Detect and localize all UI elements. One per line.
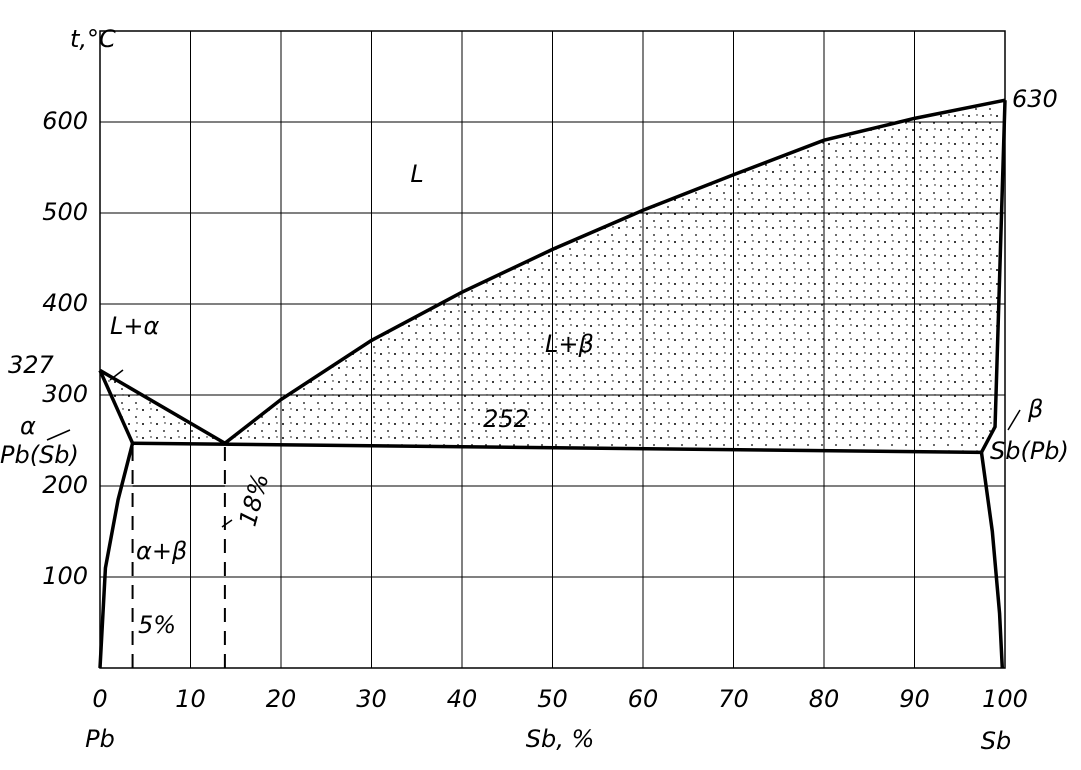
x-tick-label: 0 xyxy=(92,685,107,713)
x-tick-label: 20 xyxy=(266,685,297,713)
phase-line xyxy=(223,98,1006,445)
annotation: Pb xyxy=(85,725,115,753)
y-tick-label: 100 xyxy=(42,562,88,590)
x-tick-label: 70 xyxy=(718,685,749,713)
phase-line xyxy=(98,442,135,669)
y-tick-label: 200 xyxy=(42,471,88,499)
annotation: Sb(Pb) xyxy=(990,437,1069,465)
annotation: 630 xyxy=(1012,85,1058,113)
annotation: Sb xyxy=(981,727,1011,755)
annotation: L xyxy=(410,160,423,188)
leader xyxy=(46,429,71,441)
leader xyxy=(1007,409,1021,431)
stipple xyxy=(224,100,1005,453)
x-tick-label: 10 xyxy=(175,685,206,713)
annotation: 252 xyxy=(483,405,529,433)
leader xyxy=(221,519,233,528)
x-tick-label: 40 xyxy=(447,685,478,713)
x-tick-label: 90 xyxy=(899,685,930,713)
y-tick-label: 600 xyxy=(42,107,88,135)
x-tick-label: 100 xyxy=(982,685,1028,713)
annotation: α+β xyxy=(136,537,187,565)
phase-line xyxy=(979,100,1007,454)
annotation: L+β xyxy=(545,330,594,358)
x-tick-label: 60 xyxy=(628,685,659,713)
y-axis-label: t,°C xyxy=(70,25,116,53)
phase-line xyxy=(979,452,1005,669)
leader xyxy=(109,369,124,381)
annotation: 18% xyxy=(234,470,275,529)
phase-line xyxy=(99,368,226,445)
phase-line xyxy=(98,369,135,444)
annotation: α xyxy=(20,412,36,440)
x-tick-label: 80 xyxy=(809,685,840,713)
phase-line xyxy=(132,441,982,455)
annotation: 5% xyxy=(138,611,176,639)
annotation: L+α xyxy=(110,312,159,340)
annotation: Pb(Sb) xyxy=(0,441,79,469)
annotation: 327 xyxy=(8,351,55,379)
x-tick-label: 30 xyxy=(356,685,387,713)
x-axis-label: Sb, % xyxy=(526,725,595,753)
y-tick-label: 500 xyxy=(42,198,88,226)
x-tick-label: 50 xyxy=(537,685,568,713)
plot-frame xyxy=(99,30,1006,669)
y-tick-label: 300 xyxy=(42,380,88,408)
y-tick-label: 400 xyxy=(42,289,88,317)
annotation: β xyxy=(1027,395,1043,423)
